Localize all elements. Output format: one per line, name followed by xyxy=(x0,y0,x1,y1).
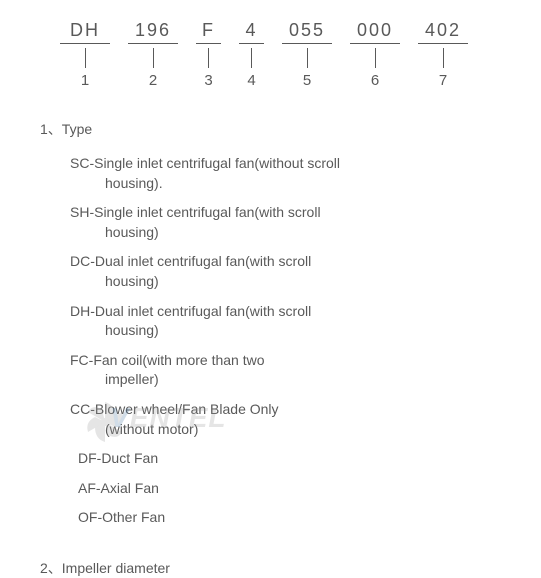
code-value: 4 xyxy=(239,20,264,44)
code-connector-line xyxy=(251,48,252,68)
code-value: F xyxy=(196,20,221,44)
type-item: OF-Other Fan xyxy=(70,508,501,528)
code-segment-7: 402 7 xyxy=(418,20,468,89)
code-segment-2: 1962 xyxy=(128,20,178,89)
type-item: DH-Dual inlet centrifugal fan(with scrol… xyxy=(70,302,501,341)
code-value: 000 xyxy=(350,20,400,44)
code-segment-3: F3 xyxy=(196,20,221,89)
type-sub-text: housing) xyxy=(70,321,501,341)
type-item: SH-Single inlet centrifugal fan(with scr… xyxy=(70,203,501,242)
type-item: AF-Axial Fan xyxy=(70,479,501,499)
code-segment-1: DH 1 xyxy=(60,20,110,89)
type-main-text: AF-Axial Fan xyxy=(70,479,501,499)
type-main-text: SH-Single inlet centrifugal fan(with scr… xyxy=(70,203,501,223)
type-item: FC-Fan coil(with more than twoimpeller) xyxy=(70,351,501,390)
type-sub-text: housing) xyxy=(70,223,501,243)
type-main-text: DH-Dual inlet centrifugal fan(with scrol… xyxy=(70,302,501,322)
code-value: 196 xyxy=(128,20,178,44)
code-value: DH xyxy=(60,20,110,44)
section-type-title: 1、Type xyxy=(40,119,501,139)
type-item: DC-Dual inlet centrifugal fan(with scrol… xyxy=(70,252,501,291)
code-position-number: 7 xyxy=(418,72,468,89)
type-sub-text: housing). xyxy=(70,174,501,194)
code-segment-6: 000 6 xyxy=(350,20,400,89)
type-main-text: FC-Fan coil(with more than two xyxy=(70,351,501,371)
code-position-number: 6 xyxy=(350,72,400,89)
section-impeller-title: 2、Impeller diameter xyxy=(40,558,501,578)
model-code-row: DH11962F344055500064027 xyxy=(40,20,501,89)
code-segment-5: 055 5 xyxy=(282,20,332,89)
type-item: SC-Single inlet centrifugal fan(without … xyxy=(70,154,501,193)
type-sub-text: housing) xyxy=(70,272,501,292)
type-main-text: OF-Other Fan xyxy=(70,508,501,528)
code-connector-line xyxy=(307,48,308,68)
code-position-number: 4 xyxy=(239,72,264,89)
type-item: CC-Blower wheel/Fan Blade Only(without m… xyxy=(70,400,501,439)
code-connector-line xyxy=(153,48,154,68)
type-item: DF-Duct Fan xyxy=(70,449,501,469)
code-segment-4: 44 xyxy=(239,20,264,89)
code-connector-line xyxy=(375,48,376,68)
type-main-text: DC-Dual inlet centrifugal fan(with scrol… xyxy=(70,252,501,272)
code-position-number: 3 xyxy=(196,72,221,89)
type-sub-text: (without motor) xyxy=(70,420,501,440)
type-main-text: CC-Blower wheel/Fan Blade Only xyxy=(70,400,501,420)
code-position-number: 1 xyxy=(60,72,110,89)
code-position-number: 5 xyxy=(282,72,332,89)
type-main-text: DF-Duct Fan xyxy=(70,449,501,469)
code-connector-line xyxy=(208,48,209,68)
type-list: SC-Single inlet centrifugal fan(without … xyxy=(40,154,501,528)
type-main-text: SC-Single inlet centrifugal fan(without … xyxy=(70,154,501,174)
code-value: 402 xyxy=(418,20,468,44)
code-connector-line xyxy=(443,48,444,68)
code-connector-line xyxy=(85,48,86,68)
code-position-number: 2 xyxy=(128,72,178,89)
type-sub-text: impeller) xyxy=(70,370,501,390)
code-value: 055 xyxy=(282,20,332,44)
